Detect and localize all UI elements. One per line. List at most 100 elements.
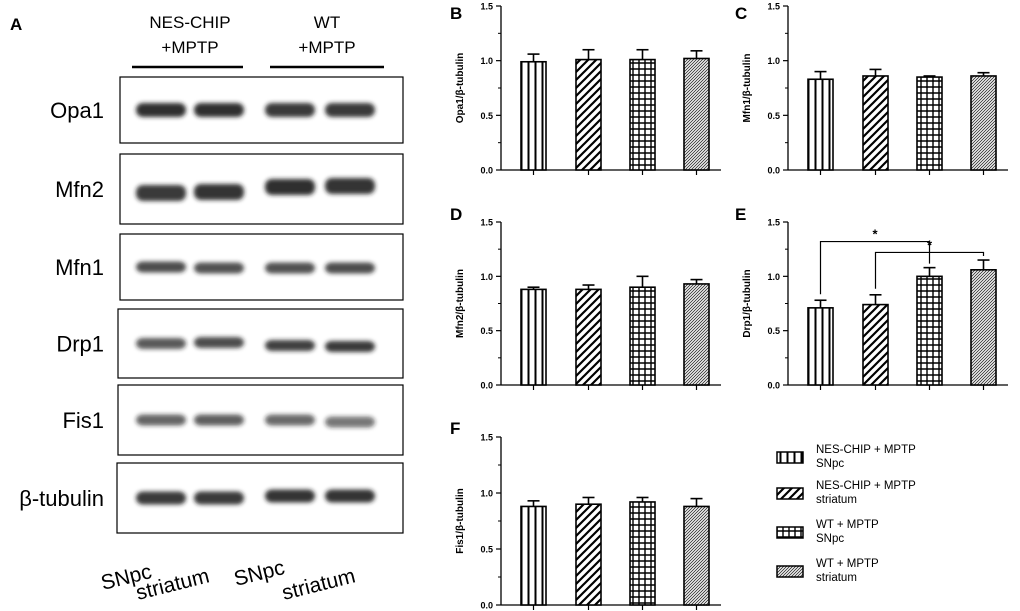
legend-label: NES-CHIP + MPTP SNpc [816, 444, 916, 470]
blot-band [136, 103, 186, 117]
chart-panel-e: E 0.0 0.5 1.0 1.5 Drp1/β-tubulin * * [735, 205, 1008, 391]
legend-entry-4: WT + MPTP striatum [776, 558, 879, 584]
blot-band [265, 489, 315, 503]
y-axis-label: Opa1/β-tubulin [455, 53, 466, 124]
blot-band [325, 416, 375, 428]
blot-band [194, 337, 244, 348]
legend-entry-2: NES-CHIP + MPTP striatum [776, 480, 916, 506]
bar-2 [575, 58, 602, 171]
blot-band [265, 340, 315, 351]
y-tick-label: 1.0 [480, 272, 493, 282]
chart-panel-c: C 0.0 0.5 1.0 1.5 Mfn1/β-tubulin [735, 2, 1008, 176]
bar-2 [575, 503, 602, 606]
lane-label-snpc: SNpc [232, 556, 287, 591]
blot-band [325, 103, 375, 117]
bar-1 [807, 307, 834, 386]
blot-band [325, 489, 375, 503]
blot-band [265, 414, 315, 426]
y-tick-label: 1.5 [767, 218, 780, 228]
y-axis-label: Mfn1/β-tubulin [742, 54, 753, 123]
blot-row-fis1: Fis1 [62, 384, 404, 456]
chart-panel-f: F 0.0 0.5 1.0 1.5 Fis1/β-tubulin [450, 419, 721, 611]
legend-swatch [776, 451, 804, 464]
bar-2 [862, 75, 889, 171]
blot-row-mfn2: Mfn2 [55, 153, 404, 225]
panel-letter-d: D [450, 205, 462, 224]
blot-row-mfn1: Mfn1 [55, 233, 404, 301]
y-tick-label: 0.5 [767, 111, 780, 121]
blot-band [194, 103, 244, 117]
panel-letter-f: F [450, 419, 460, 438]
protein-label-mfn2: Mfn2 [55, 177, 104, 202]
blot-row-drp1: Drp1 [56, 308, 404, 379]
bar-2 [575, 288, 602, 386]
bar-1 [520, 505, 547, 606]
significance-label: * [872, 227, 878, 242]
bar-3 [916, 275, 943, 386]
blot-band [136, 414, 186, 426]
bar-4 [683, 283, 710, 386]
blot-row-tubulin: β-tubulin [19, 462, 404, 534]
y-axis-label: Fis1/β-tubulin [455, 488, 466, 554]
bar-3 [629, 501, 656, 606]
y-axis-label: Drp1/β-tubulin [742, 269, 753, 337]
blot-band [136, 491, 186, 505]
legend-entry-3: WT + MPTP SNpc [776, 519, 879, 545]
chart-panel-b: B 0.0 0.5 1.0 1.5 Opa1/β-tubulin [450, 2, 721, 176]
legend-swatch [776, 487, 804, 500]
bar-1 [520, 60, 547, 171]
bar-charts: B 0.0 0.5 1.0 1.5 Opa1/β-tubulin C 0.0 0.5 1.0 1.5… [450, 2, 1008, 611]
y-tick-label: 0.0 [767, 166, 780, 176]
y-tick-label: 0.5 [480, 111, 493, 121]
blot-rows: Opa1 Mfn2 Mfn1 Drp1 Fis1 β-tubulin [19, 76, 404, 534]
legend-label: WT + MPTP striatum [816, 558, 879, 584]
legend-label: NES-CHIP + MPTP striatum [816, 480, 916, 506]
protein-label-drp1: Drp1 [56, 332, 104, 357]
y-tick-label: 0.5 [767, 326, 780, 336]
protein-label-fis1: Fis1 [62, 408, 104, 433]
panel-letter-e: E [735, 205, 746, 224]
bar-4 [970, 269, 997, 386]
y-tick-label: 1.0 [480, 489, 493, 499]
y-tick-label: 0.0 [767, 381, 780, 391]
group-label-nes-chip: NES-CHIP +MPTP [149, 13, 230, 57]
y-tick-label: 1.5 [767, 2, 780, 12]
y-tick-label: 1.5 [480, 218, 493, 228]
y-tick-label: 0.0 [480, 601, 493, 611]
legend: NES-CHIP + MPTP SNpc NES-CHIP + MPTP striat… [776, 444, 916, 584]
blot-band [325, 262, 375, 274]
protein-label-opa1: Opa1 [50, 98, 104, 123]
chart-panel-d: D 0.0 0.5 1.0 1.5 Mfn2/β-tubulin [450, 205, 721, 391]
blot-band [194, 491, 244, 505]
legend-entry-1: NES-CHIP + MPTP SNpc [776, 444, 916, 470]
blot-band [194, 414, 244, 426]
y-tick-label: 1.5 [480, 2, 493, 12]
y-tick-label: 1.0 [480, 56, 493, 66]
y-tick-label: 0.5 [480, 545, 493, 555]
panel-a-western-blot: A NES-CHIP +MPTP WT +MPTP Opa1 Mfn2 Mfn1 Drp1… [10, 13, 404, 605]
panel-letter-c: C [735, 4, 747, 23]
y-tick-label: 1.0 [767, 272, 780, 282]
lane-label-striatum: striatum [280, 564, 358, 604]
y-axis-label: Mfn2/β-tubulin [455, 269, 466, 338]
group-label-wt: WT +MPTP [298, 13, 355, 57]
panel-letter-b: B [450, 4, 462, 23]
blot-band [325, 341, 375, 352]
protein-label-mfn1: Mfn1 [55, 255, 104, 280]
legend-swatch [776, 565, 804, 578]
blot-band [194, 184, 244, 200]
blot-band [265, 179, 315, 195]
protein-label-tubulin: β-tubulin [19, 486, 104, 511]
bar-4 [970, 75, 997, 171]
blot-band [325, 178, 375, 194]
legend-label: WT + MPTP SNpc [816, 519, 879, 545]
blot-band [136, 338, 186, 349]
panel-a-letter: A [10, 15, 22, 34]
bar-2 [862, 303, 889, 386]
y-tick-label: 1.0 [767, 56, 780, 66]
bar-1 [520, 288, 547, 386]
significance-label: * [927, 237, 933, 252]
blot-band [265, 262, 315, 274]
